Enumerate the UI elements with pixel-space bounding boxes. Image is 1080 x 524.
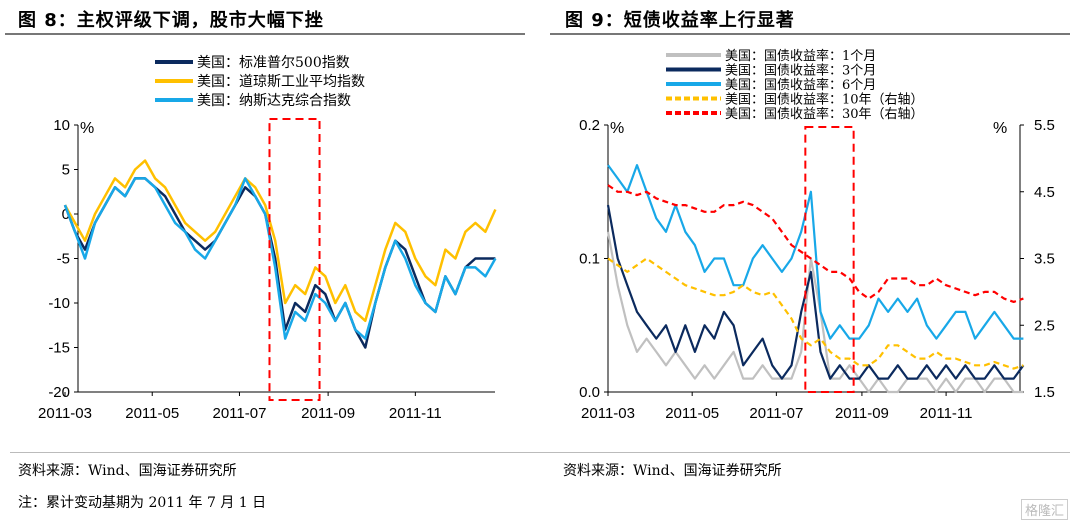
highlight-box (268, 118, 321, 401)
y2-axis-unit: % (993, 120, 1007, 137)
left-chart-title: 图 8：主权评级下调，股市大幅下挫 (18, 10, 324, 31)
legend-label: 美国：国债收益率：10年（右轴） (725, 92, 924, 108)
source-right: 资料来源：Wind、国海证券研究所 (563, 463, 782, 479)
watermark-logo: 格隆汇 (1020, 499, 1068, 520)
y-axis-unit: % (80, 120, 94, 137)
series-line-1 (606, 231, 1024, 394)
highlight-box (804, 126, 855, 393)
y2-tick-label: 2.5 (1034, 317, 1055, 334)
legend-label: 美国：纳斯达克综合指数 (197, 93, 351, 109)
y2-tick-label: 5.5 (1034, 117, 1055, 134)
x-tick-label: 2011-05 (125, 405, 179, 422)
y-tick-label: -10 (48, 295, 70, 312)
series-line-3 (63, 177, 497, 340)
x-tick-label: 2011-05 (665, 405, 719, 422)
legend-label: 美国：国债收益率：30年（右轴） (725, 106, 924, 122)
y2-tick-label: 3.5 (1034, 251, 1055, 268)
y-axis-unit: % (610, 120, 624, 137)
title-rule (5, 33, 525, 35)
legend-label: 美国：标准普尔500指数 (197, 55, 350, 71)
series-line-2 (606, 204, 1025, 380)
y-tick-label: -15 (48, 340, 70, 357)
x-tick-label: 2011-09 (835, 405, 889, 422)
footer-divider (10, 452, 1070, 453)
y-tick-label: 0.0 (579, 384, 600, 401)
x-tick-label: 2011-11 (920, 405, 973, 422)
x-tick-label: 2011-07 (749, 405, 803, 422)
x-tick-label: 2011-07 (212, 405, 266, 422)
y-tick-label: 0 (62, 206, 70, 223)
x-tick-label: 2011-11 (389, 405, 442, 422)
y-tick-label: 10 (53, 117, 70, 134)
series-line-4 (607, 257, 1024, 370)
x-tick-label: 2011-03 (38, 405, 92, 422)
legend-label: 美国：国债收益率：6个月 (725, 77, 876, 93)
y-tick-label: 0.2 (579, 117, 600, 134)
legend-label: 美国：道琼斯工业平均指数 (197, 74, 365, 90)
series-line-5 (607, 184, 1024, 303)
y-tick-label: -5 (57, 251, 70, 268)
series-line-2 (63, 159, 497, 323)
title-rule (550, 33, 1070, 35)
x-tick-label: 2011-03 (581, 405, 635, 422)
right-chart-title: 图 9：短债收益率上行显著 (565, 10, 795, 31)
y2-tick-label: 1.5 (1034, 384, 1055, 401)
y-tick-label: 5 (62, 162, 70, 179)
y-tick-label: 0.1 (579, 251, 600, 268)
y-tick-label: -20 (48, 384, 70, 401)
legend-label: 美国：国债收益率：1个月 (725, 48, 876, 64)
x-tick-label: 2011-09 (301, 405, 355, 422)
series-line-1 (63, 177, 496, 349)
source-left: 资料来源：Wind、国海证券研究所 (18, 463, 237, 479)
note: 注：累计变动基期为 2011 年 7 月 1 日 (18, 495, 267, 511)
legend-label: 美国：国债收益率：3个月 (725, 63, 876, 79)
series-line-3 (607, 164, 1024, 340)
y2-tick-label: 4.5 (1034, 184, 1055, 201)
